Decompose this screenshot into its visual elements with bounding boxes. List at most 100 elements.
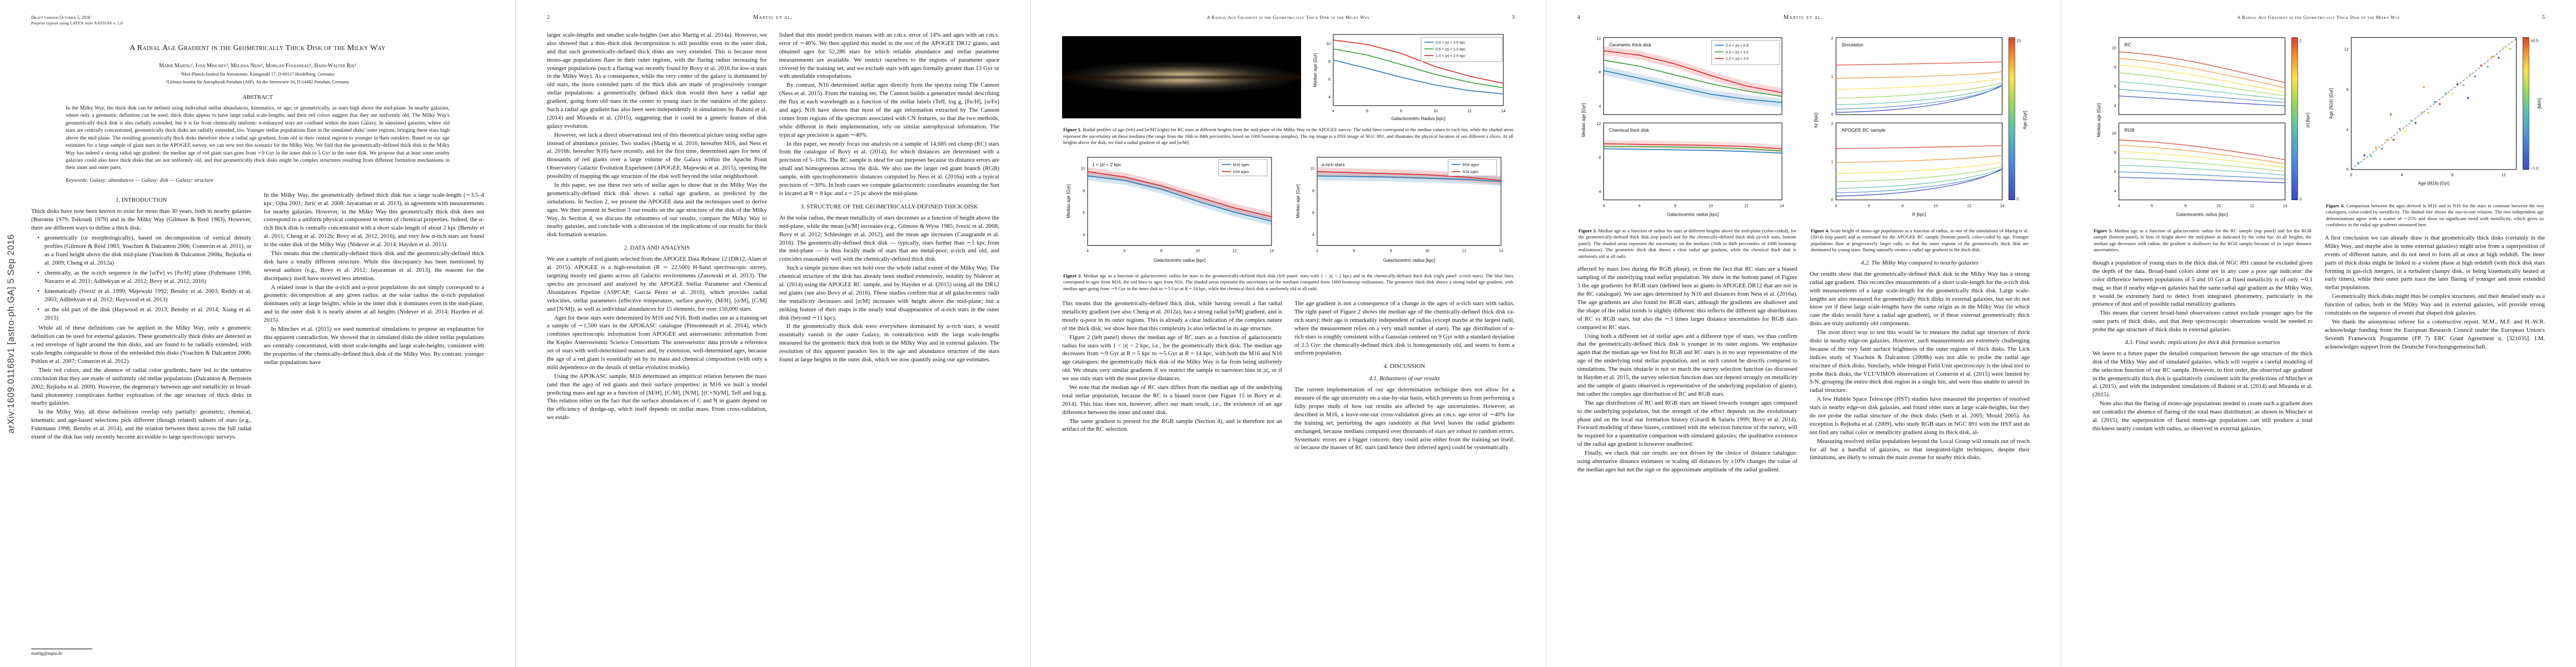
- mono-age-curves-top: [1836, 61, 2002, 113]
- keywords-line: Keywords: Galaxy: abundances — Galaxy: d…: [66, 177, 213, 183]
- figure-2-caption: Figure 2. Median age as a function of ga…: [1063, 273, 1513, 292]
- tick: 8: [1160, 249, 1163, 253]
- x-axis-label: Galactocentric radius [kpc]: [2176, 212, 2228, 217]
- page-number: 2: [547, 14, 550, 21]
- tick: 12: [1597, 37, 1601, 41]
- tick: 10: [1195, 249, 1200, 253]
- tick: 14: [1501, 109, 1506, 113]
- figure-2: 1 < |z| < 2 kpc M16 ages N16 ages 4 6 8 …: [1062, 152, 1514, 271]
- y-axis: 4 8 12 4 8 12 Median age [Gyr]: [1581, 37, 1601, 194]
- figure-caption-text: Scale height of mono-age populations as …: [1811, 227, 2029, 253]
- tick: 4: [2346, 128, 2349, 132]
- body-paragraph: Their red colors, and the absence of rad…: [31, 366, 252, 407]
- body-paragraph: larger scale-lengths and smaller scale-h…: [547, 32, 767, 130]
- tick: 6: [1638, 205, 1641, 208]
- figure-4-caption: Figure 4. Scale height of mono-age popul…: [1811, 228, 2029, 253]
- y-axis-label: Median age [Gyr]: [1296, 184, 1301, 218]
- panel-title: Simulation: [1841, 42, 1864, 47]
- age-comparison-scatter: [2357, 47, 2512, 164]
- body-paragraph: Such a simple picture does not hold over…: [779, 265, 999, 321]
- plot-lines: [1333, 39, 1504, 94]
- colorbar-max: 13: [2016, 39, 2021, 43]
- page1-right-column: In the Milky Way, the geometrically defi…: [264, 191, 485, 442]
- page-number: 4: [1577, 14, 1580, 21]
- panel-title: α-rich stars: [1322, 161, 1345, 167]
- body-paragraph: If the geometrically thick disk were eve…: [779, 323, 999, 363]
- tick: 2: [1831, 122, 1833, 126]
- low-z-line: [1603, 70, 1782, 103]
- tick: 12: [2344, 48, 2349, 52]
- figure-caption-text: Median age as a function of galactocentr…: [1063, 272, 1513, 291]
- tick: 12: [1467, 109, 1472, 113]
- tick: 8: [2114, 66, 2116, 69]
- legend: 0.0 < |z| < 0.5 kpc 0.5 < |z| < 1.0 kpc …: [1421, 37, 1503, 62]
- section-4-heading: 4. DISCUSSION: [1383, 363, 1426, 370]
- colorbar-min: 0: [2299, 198, 2301, 202]
- one-to-one-line: [2351, 38, 2517, 170]
- tick: 8: [1901, 205, 1904, 208]
- running-head-author: Martig et al.: [753, 14, 793, 21]
- tick: 6: [1312, 211, 1314, 215]
- colorbar-min: −1.0: [2530, 167, 2538, 171]
- figure-caption-text: Radial profiles of age (left) and [α/M] …: [1063, 127, 1514, 146]
- section-1-heading: 1. INTRODUCTION: [116, 196, 167, 203]
- author-email[interactable]: martig@mpia.de: [31, 651, 63, 656]
- body-paragraph: Using the APOKASC sample, M16 determined…: [547, 372, 767, 421]
- arxiv-identifier[interactable]: arXiv:1609.01168v1 [astro-ph.GA] 5 Sep 2…: [6, 233, 16, 434]
- panel-title: RC: [2124, 42, 2131, 47]
- tick: 10: [1433, 109, 1438, 113]
- figure-5-caption: Figure 5. Median age as a function of ga…: [2094, 228, 2311, 253]
- z-bin-curves-rgb: [2119, 140, 2285, 183]
- page5-right-column: +0.5 −1.0 [M/H] 0 4 8 12 Age (M16) [Gyr]: [2325, 31, 2545, 434]
- y-axis-label: Median age [Gyr]: [2096, 103, 2101, 137]
- figure-1-caption: Figure 1. Radial profiles of age (left) …: [1063, 127, 1513, 146]
- x-axis-label: Galactocentric radius [kpc]: [1154, 258, 1205, 263]
- tick: 8: [1083, 189, 1085, 193]
- tick: 12: [1597, 122, 1601, 126]
- tick: 4: [1312, 233, 1314, 237]
- tick: 4: [2114, 190, 2116, 193]
- tick: 1: [1831, 75, 1833, 79]
- z-bin-curves-rc: [2119, 51, 2285, 106]
- section-4-1-heading: 4.1. Robustness of our results: [1369, 375, 1440, 382]
- x-axis-label: Galactocentric radius [kpc]: [1667, 212, 1718, 217]
- body-paragraph: In Minchev et al. (2015) we used numeric…: [263, 326, 485, 366]
- draft-version-line: Draft version October 5, 2018: [31, 15, 91, 20]
- body-paragraph: In the Milky Way, all these definitions …: [31, 409, 252, 440]
- y-axis-label: Median age [Gyr]: [1581, 103, 1586, 137]
- page-number: 5: [2542, 14, 2545, 21]
- body-paragraph: lished that this model predicts masses w…: [779, 32, 999, 80]
- y-axis: 4 6 8 10 4 6 8 10 Median age [Gyr]: [2096, 46, 2116, 193]
- uncertainty-band: [1603, 46, 1782, 97]
- body-paragraph: Figure 2 (left panel) shows the median a…: [1062, 334, 1282, 382]
- body-paragraph: A first conclusion we can already draw i…: [2325, 234, 2545, 291]
- figure-3: Geometric thick disk 0.0 < |z| < 0.5 0.5…: [1577, 31, 1797, 260]
- y-axis: 4 6 8 10 Median age [Gyr]: [1296, 167, 1314, 237]
- figure-2-left-panel: 1 < |z| < 2 kpc M16 ages N16 ages 4 6 8 …: [1066, 156, 1274, 263]
- tick: 4: [1603, 205, 1605, 208]
- body-paragraph: A related issue is that the α-rich and α…: [263, 283, 485, 324]
- tick: 4: [1835, 205, 1837, 208]
- legend-label: M16 ages: [1462, 163, 1479, 167]
- tick: 4: [2118, 205, 2120, 208]
- x-axis: 4 6 8 10 12 14 Galactocentric radius [kp…: [1603, 205, 1785, 217]
- author-list: Marie Martig¹, Ivan Minchev², Melissa Ne…: [159, 62, 356, 69]
- tick: 0: [1831, 113, 1833, 117]
- figure-6-caption: Figure 6. Comparison between the ages de…: [2326, 203, 2544, 228]
- x-axis: 0 4 8 12 Age (M16) [Gyr]: [2350, 173, 2506, 186]
- page4-right-column: Simulation APOGEE RC sample: [1810, 31, 2030, 475]
- arxiv-stamp-wrap: arXiv:1609.01168v1 [astro-ph.GA] 5 Sep 2…: [3, 0, 19, 667]
- section-4-3-heading: 4.3. Final words: implications for thick…: [2125, 339, 2280, 346]
- x-axis: 4 6 8 10 12 14 Galactocentric radius [kp…: [1087, 249, 1274, 263]
- figure-label: Figure 4.: [1811, 227, 1830, 233]
- tick: 10: [2112, 46, 2116, 50]
- tick: 8: [2114, 151, 2116, 155]
- body-paragraph: The same gradient is present for the RGB…: [1062, 417, 1282, 433]
- y-axis-label: hz [kpc]: [1813, 112, 1818, 127]
- list-item: kinematically (Ivezić et al. 1990; Majew…: [37, 287, 251, 304]
- tick: 10: [1934, 205, 1938, 208]
- figure-5-plot: RC RGB: [2096, 37, 2310, 217]
- body-paragraph: We thank the anonymous referee for a con…: [2325, 318, 2545, 350]
- figure-3-caption: Figure 3. Median age as a function of ra…: [1578, 228, 1796, 260]
- tick: 8: [1312, 189, 1314, 193]
